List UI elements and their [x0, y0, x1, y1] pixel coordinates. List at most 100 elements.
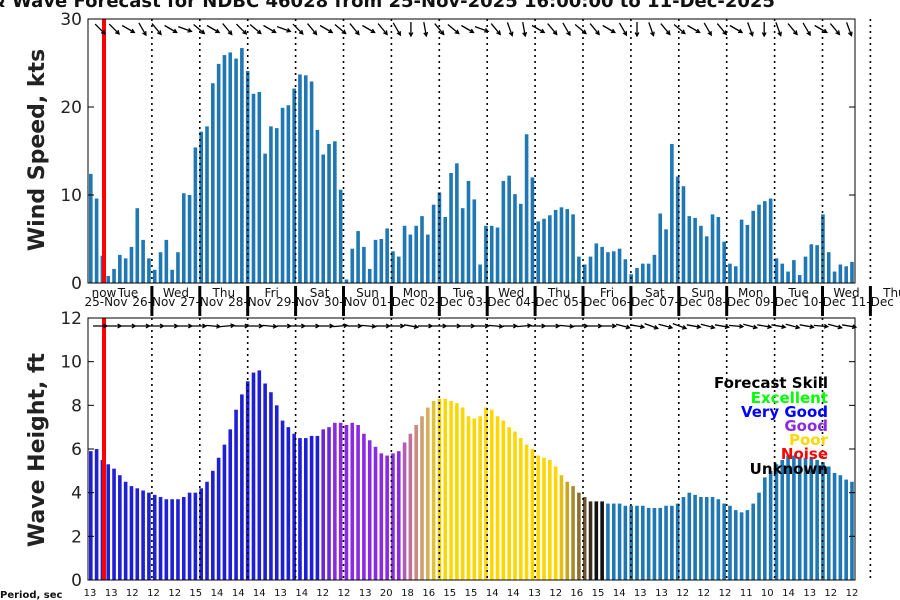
wind-bar — [501, 180, 506, 283]
wave-direction-arrow — [700, 323, 716, 330]
wave-bar — [129, 486, 134, 580]
wind-bar — [211, 83, 215, 284]
wave-bar — [437, 398, 442, 580]
wave-bar — [832, 473, 837, 580]
wave-bar — [123, 481, 128, 580]
wave-bar — [333, 422, 337, 580]
day-label-dow: Sat — [645, 286, 665, 300]
wave-bar — [455, 403, 459, 580]
wind-bar — [664, 229, 668, 283]
wave-direction-arrow — [432, 323, 448, 329]
wave-bar — [298, 438, 302, 580]
y-tick-label: 2 — [71, 527, 82, 547]
wind-direction-arrow — [474, 25, 490, 33]
wave-direction-arrow — [319, 323, 335, 329]
wave-bar — [112, 468, 116, 580]
day-label-date: 11-Dec — [851, 295, 894, 309]
y-tick-label: 12 — [60, 309, 82, 329]
wind-direction-arrow — [648, 22, 655, 37]
wave-bar — [635, 505, 639, 580]
wind-bar — [147, 258, 151, 283]
y-tick-label: 0 — [71, 571, 82, 591]
wind-bar — [437, 192, 442, 283]
legend-item-poor: Poor — [789, 431, 829, 449]
wind-bar — [123, 258, 128, 283]
wind-bar — [315, 129, 320, 283]
wave-bar — [507, 427, 511, 580]
period-value: 16 — [422, 588, 435, 599]
wave-direction-arrow — [545, 323, 561, 329]
wave-bar — [187, 492, 192, 580]
wind-direction-arrow — [423, 21, 429, 38]
wave-bar — [205, 481, 209, 580]
wave-direction-arrow — [587, 323, 603, 329]
wind-direction-arrow — [292, 23, 304, 35]
wind-bar — [228, 52, 233, 283]
day-label-band: Tue25-NovWed26-NovThu27-NovFri28-NovSat2… — [84, 286, 900, 316]
wind-direction-arrow — [574, 24, 587, 35]
wind-direction-arrow — [618, 22, 628, 37]
wave-bar — [414, 424, 418, 580]
y-tick-label: 8 — [71, 396, 82, 416]
wind-direction-arrow — [761, 22, 767, 38]
wind-direction-arrow — [177, 25, 193, 33]
wave-bar — [466, 416, 471, 580]
day-label-date: 26-Nov — [132, 295, 175, 309]
y-tick-label: 10 — [60, 186, 82, 206]
wind-bar — [298, 74, 302, 283]
wind-bar — [333, 141, 337, 283]
period-value: 12 — [549, 588, 562, 599]
wave-bar — [571, 486, 575, 580]
wind-bar — [391, 251, 395, 283]
wave-bar — [280, 420, 285, 580]
wave-bar — [286, 427, 291, 580]
wind-bar — [199, 131, 203, 283]
wind-bar — [484, 225, 488, 283]
wave-bar — [553, 466, 558, 580]
wave-bar — [652, 507, 657, 580]
wind-bar — [222, 55, 227, 283]
wind-bar — [553, 209, 558, 283]
wave-bar — [582, 497, 587, 580]
wave-bar — [565, 481, 570, 580]
wind-bar — [681, 186, 686, 283]
wave-direction-arrow — [276, 323, 293, 329]
wind-bar — [472, 199, 477, 283]
wave-bar — [472, 418, 477, 580]
wave-bar — [606, 503, 610, 580]
day-label-date: 09-Dec — [755, 295, 798, 309]
chart-title: & Wave Forecast for NDBC 46028 from 25-N… — [0, 0, 775, 12]
day-label-date: 05-Dec — [564, 295, 607, 309]
wave-direction-arrow — [841, 324, 858, 330]
wave-bar — [838, 475, 843, 580]
wind-bar — [181, 193, 186, 283]
wind-direction-arrow — [814, 24, 828, 34]
wave-direction-arrow — [474, 323, 490, 329]
wind-bar — [164, 239, 169, 283]
wave-direction-arrow — [305, 323, 321, 329]
period-value: 14 — [211, 588, 224, 599]
wave-direction-arrow — [248, 323, 264, 329]
wind-bar — [257, 92, 262, 283]
wind-direction-arrow — [747, 22, 754, 37]
wave-bar — [274, 405, 279, 580]
wind-bar — [280, 107, 285, 283]
wind-bar — [710, 214, 715, 283]
day-label-dow: Sat — [310, 286, 330, 300]
wave-bar — [402, 442, 407, 580]
wind-bar — [402, 225, 407, 283]
wind-bar — [670, 143, 674, 283]
wind-bar — [118, 254, 122, 283]
wind-direction-arrow — [634, 22, 640, 38]
wave-bar — [803, 457, 808, 580]
y-tick-label: 6 — [71, 440, 82, 460]
period-value: 12 — [676, 588, 689, 599]
wind-direction-arrow — [845, 22, 853, 37]
wave-direction-arrow — [771, 324, 787, 330]
wind-bar — [286, 105, 291, 284]
period-value: 12 — [338, 588, 351, 599]
wind-bar — [826, 252, 831, 283]
wave-direction-arrow — [658, 323, 674, 330]
wave-bar — [426, 407, 430, 580]
day-label-date: 04-Dec — [516, 295, 559, 309]
